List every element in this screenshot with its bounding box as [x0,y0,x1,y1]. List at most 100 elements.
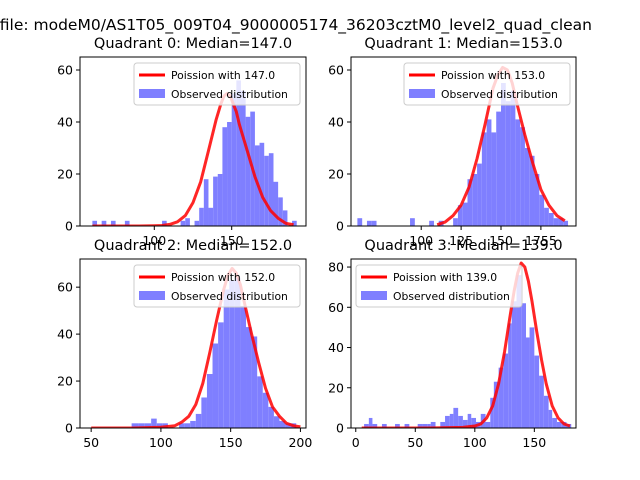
x-tick-label: 1755 [525,233,557,248]
histogram-bar [218,322,224,428]
histogram-bar [493,381,499,428]
legend: Poission with 152.0 Observed distribution [133,264,301,308]
legend-label-observed: Observed distribution [393,290,510,303]
histogram-bar [453,218,458,226]
histogram-bar [273,416,280,428]
histogram-bar [217,174,223,226]
histogram-bar [440,421,446,428]
histogram-bar [240,305,247,428]
histogram-bar [273,181,279,226]
histogram-bar [526,337,530,428]
histogram-bar [501,83,506,226]
subplot-quadrant-3: Quadrant 3: Median=139.0 0 50 100 150 0 20 40 60… [328,238,577,450]
x-tick-label: 150 [220,233,244,248]
histogram-bar [544,207,549,226]
histogram-bar [563,220,569,226]
histogram-bar [251,336,258,428]
histogram-bar [498,367,504,428]
y-tick-label: 20 [328,167,344,182]
histogram-bar [144,423,152,428]
histogram-bar [194,220,200,226]
histogram-bar [429,220,434,226]
histogram-bar [245,116,251,226]
subplot-grid: Quadrant 0: Median=147.0 100 150 0 20 40 60 Poi… [57,36,577,450]
histogram-bar [516,275,522,428]
histogram-bar [366,220,372,226]
axes-frame [79,56,307,227]
histogram-bar [539,375,544,428]
histogram-bar [262,392,269,428]
histogram-bar [184,423,191,428]
histogram-bar [179,423,185,428]
y-tick-label: 20 [57,167,73,182]
x-tick-label: 0 [352,435,360,450]
legend-patch-observed [361,291,387,300]
histogram-bar [203,179,209,226]
legend-box [133,264,301,308]
histogram-bar [485,421,491,428]
histogram-bar [510,90,516,226]
y-tick-label: 40 [328,340,344,355]
x-tick-label: 150 [489,233,513,248]
histogram-bar [404,423,410,428]
histogram-bar [227,122,232,226]
histogram-bar [381,423,387,428]
histogram-bar [278,197,283,226]
plot-area [357,65,569,226]
histogram-bar [458,415,463,428]
histogram-bar [156,423,163,428]
histogram-bar [558,218,564,226]
histogram-bar [162,220,167,226]
histogram-bar [223,289,230,428]
histogram-bar [457,205,463,226]
legend: Poission with 147.0 Observed distribution [133,62,301,106]
histogram-bar [552,417,557,428]
x-tick-label: 100 [142,233,166,248]
histogram-bar [430,421,436,428]
histogram-bar [92,220,98,226]
histogram-bar [462,202,468,226]
histogram-bar [259,142,265,226]
histogram-bar [151,418,157,428]
histogram-bar [445,415,450,428]
histogram-bar [292,220,297,226]
histogram-bar [199,207,204,226]
histogram-bar [195,413,202,428]
x-tick-label: 125 [449,233,473,248]
histogram-bar [213,176,218,226]
legend-label-observed: Observed distribution [441,88,558,101]
histogram-bar [368,417,373,428]
histogram-bar [539,194,545,226]
histogram-bar [477,163,482,226]
histogram-bar [548,409,553,428]
subplot-title: Quadrant 1: Median=153.0 [364,36,562,52]
y-tick-label: 80 [328,260,344,275]
histogram-bar [138,423,145,428]
histogram-bar [229,280,235,428]
subplot-title: Quadrant 0: Median=147.0 [94,36,292,52]
legend-box [403,62,571,106]
histogram-bar [486,119,492,226]
figure-suptitle: n file: modeM0/AS1T05_009T04_9000005174_… [0,16,592,35]
axes-frame [350,258,577,429]
histogram-bar [524,148,530,226]
histogram-bar [371,220,377,226]
histogram-bar [234,277,241,428]
x-tick-label: 50 [407,435,423,450]
subplot-quadrant-1: Quadrant 1: Median=153.0 100 125 150 1755 0 20… [328,36,577,248]
y-tick-label: 40 [57,115,73,130]
histogram-bar [257,376,263,428]
histogram-bar [236,80,241,226]
histogram-bar [548,213,554,226]
legend-patch-observed [139,89,165,98]
legend: Poission with 153.0 Observed distribution [403,62,571,106]
x-tick-label: 50 [83,435,99,450]
histogram-bar [503,353,509,428]
histogram-bar [553,218,559,226]
legend-label-poisson: Poission with 147.0 [171,69,275,82]
axes-frame [350,56,577,227]
x-tick-label: 150 [219,435,243,450]
legend-box [355,264,523,308]
histogram-bar [417,423,423,428]
